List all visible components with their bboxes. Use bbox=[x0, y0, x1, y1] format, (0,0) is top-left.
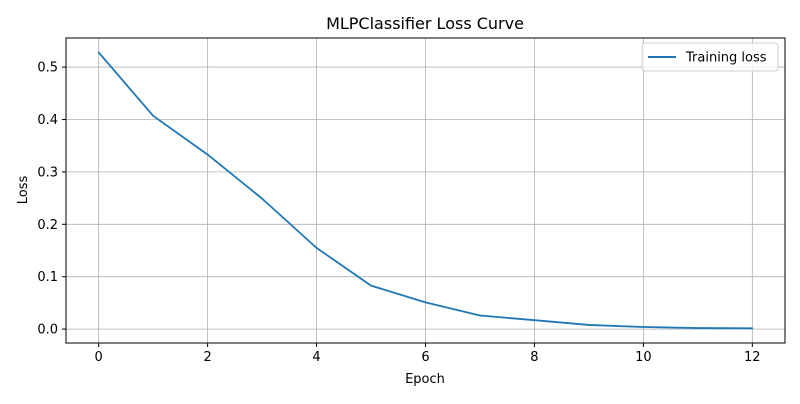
y-tick-label: 0.0 bbox=[37, 323, 58, 338]
y-tick-label: 0.2 bbox=[37, 218, 58, 233]
x-tick-label: 6 bbox=[421, 350, 429, 365]
x-tick-label: 12 bbox=[744, 350, 761, 365]
y-tick-label: 0.4 bbox=[37, 113, 58, 128]
chart-title: MLPClassifier Loss Curve bbox=[326, 14, 524, 33]
x-tick-label: 8 bbox=[530, 350, 538, 365]
x-tick-label: 2 bbox=[203, 350, 211, 365]
legend-label-training-loss: Training loss bbox=[685, 51, 767, 66]
legend: Training loss bbox=[642, 43, 778, 71]
y-axis-label: Loss bbox=[16, 176, 31, 205]
y-tick-label: 0.1 bbox=[37, 270, 58, 285]
y-tick-label: 0.5 bbox=[37, 61, 58, 76]
y-tick-label: 0.3 bbox=[37, 165, 58, 180]
x-tick-label: 0 bbox=[95, 350, 103, 365]
x-tick-label: 4 bbox=[312, 350, 320, 365]
x-tick-label: 10 bbox=[635, 350, 652, 365]
x-axis-label: Epoch bbox=[405, 372, 445, 387]
